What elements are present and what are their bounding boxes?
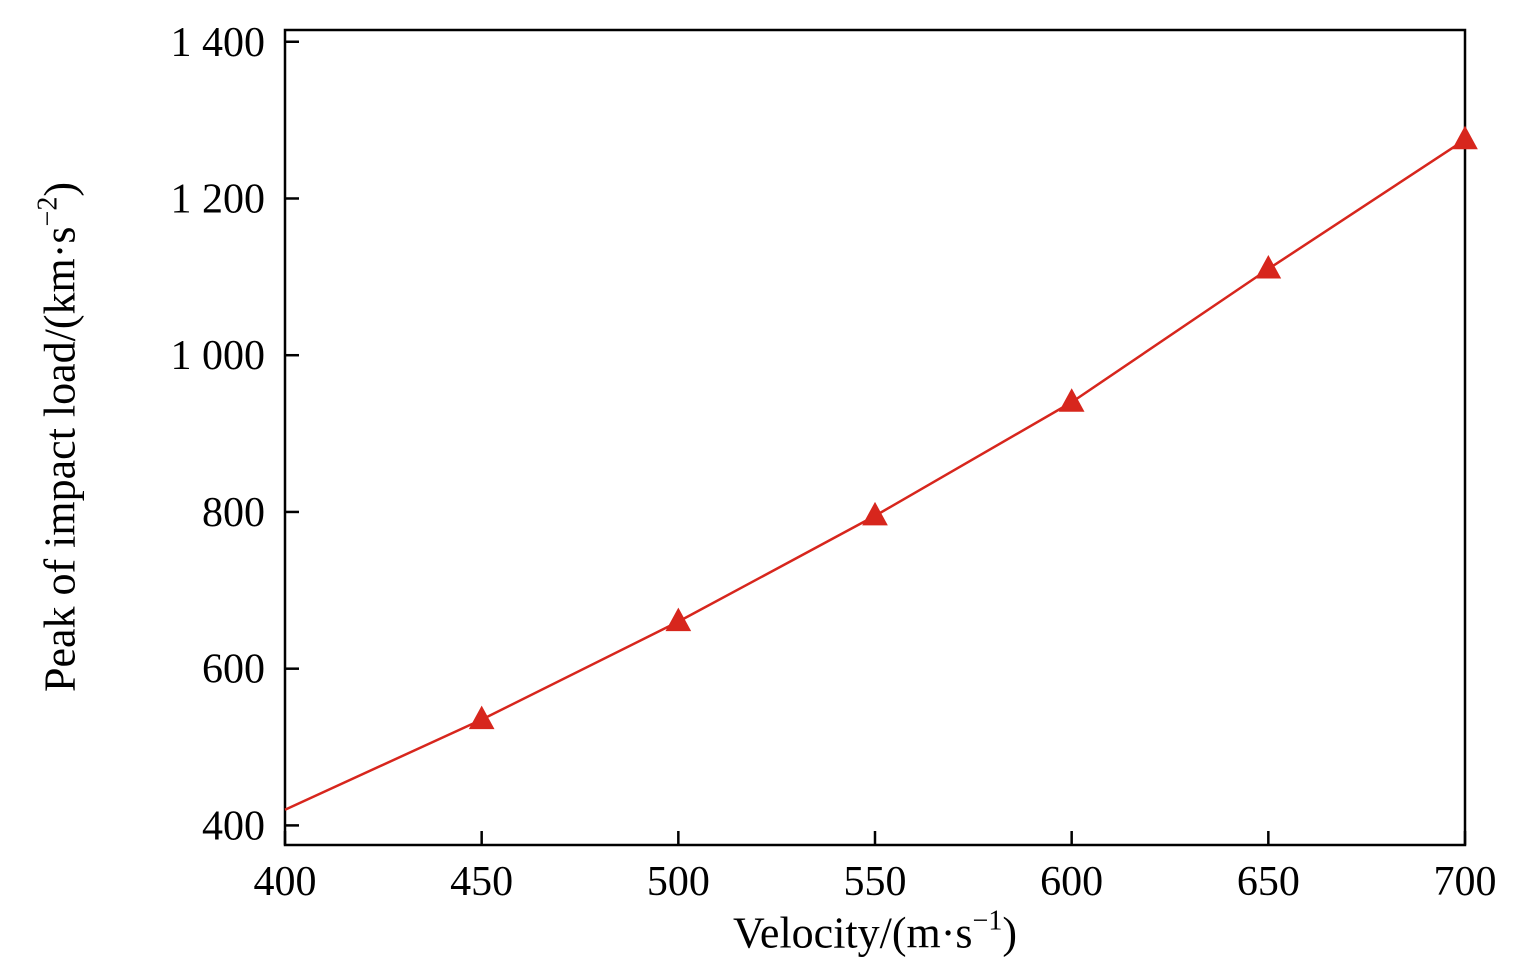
series-line [284,138,1466,811]
y-tick-label: 1 200 [171,176,266,222]
x-axis-title-text: Velocity/(m·s [733,908,973,958]
x-tick-label: 400 [254,859,317,905]
series-marker-triangle [1058,388,1085,412]
y-axis-title-text: Peak of impact load/(km·s [35,226,85,692]
x-axis-title-close: ) [1002,908,1017,958]
x-tick-label: 500 [647,859,710,905]
plot-frame [283,28,1467,847]
y-axis-title-superscript: −2 [32,196,64,227]
y-tick-label: 1 400 [171,20,266,66]
series-marker-triangle [862,501,888,526]
x-tick-label: 550 [844,859,907,905]
series-marker-triangle [1452,125,1478,150]
x-tick-label: 450 [450,859,513,905]
x-axis-title: Velocity/(m·s−1) [733,905,1017,959]
x-axis-title-superscript: −1 [972,905,1003,937]
y-tick-label: 1 000 [171,333,266,379]
series-marker-triangle [1255,254,1282,279]
x-tick-label: 650 [1237,859,1300,905]
x-tick-label: 700 [1434,859,1497,905]
y-tick-label: 800 [202,490,265,536]
y-axis-title-close: ) [35,182,85,197]
y-tick-label: 600 [202,647,265,693]
y-axis-title: Peak of impact load/(km·s−2) [32,182,86,692]
series-marker-triangle [665,607,692,632]
x-tick-label: 600 [1040,859,1103,905]
y-tick-label: 400 [202,803,265,849]
series-marker-triangle [468,705,495,730]
